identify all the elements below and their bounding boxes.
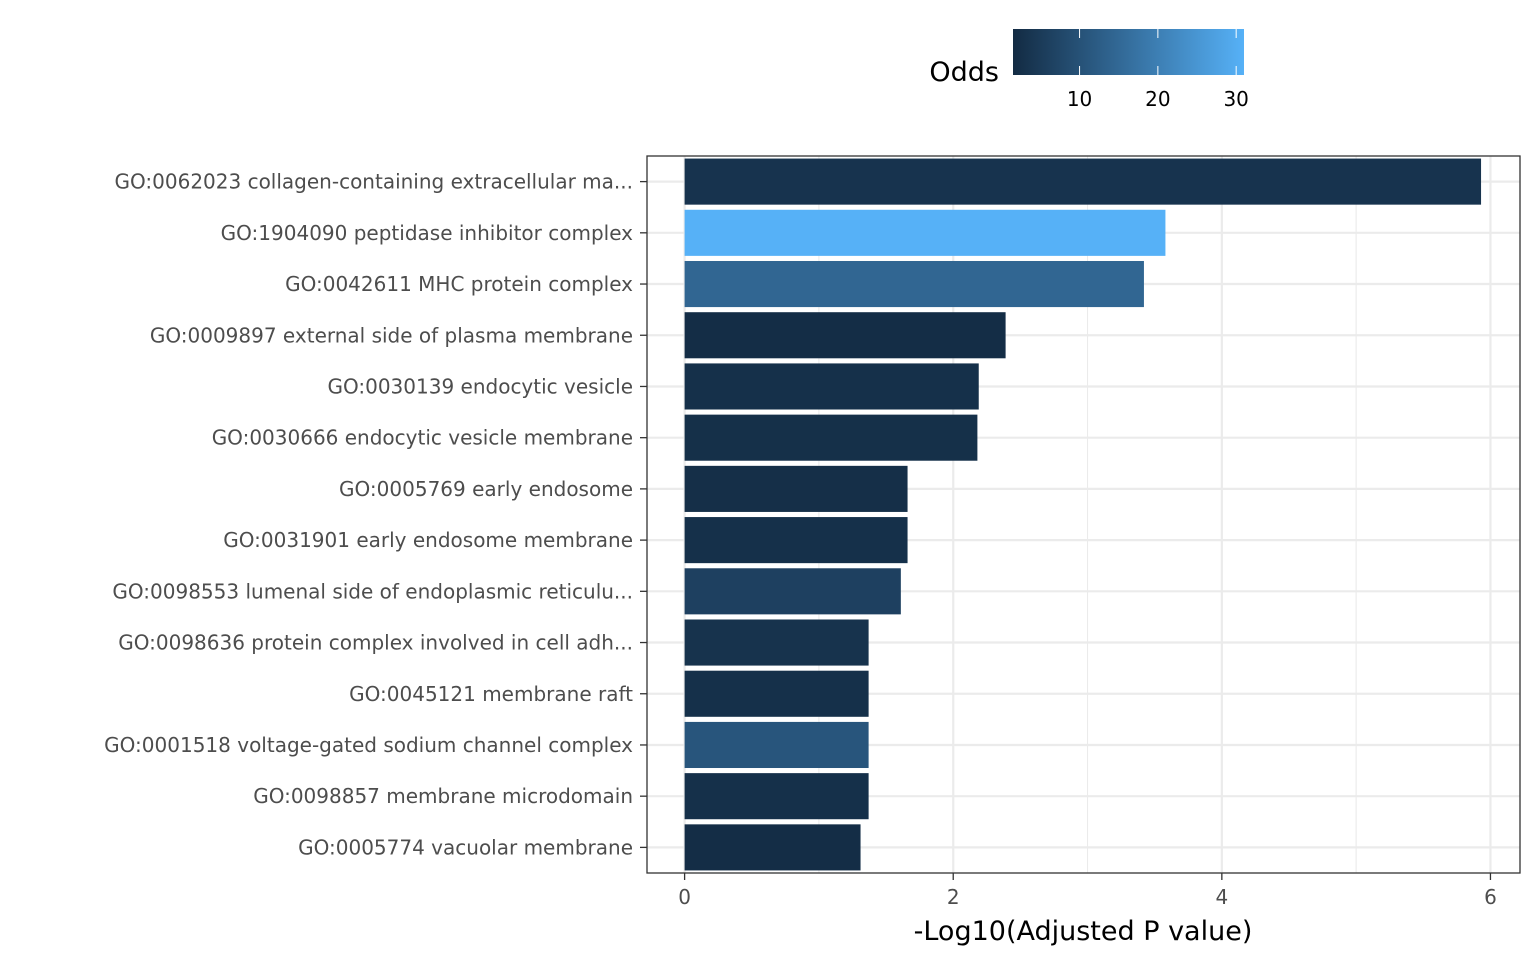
x-axis-ticks: 0 2 4 6 xyxy=(678,873,1497,909)
x-tick-label: 2 xyxy=(947,885,960,909)
category-labels: GO:0062023 collagen-containing extracell… xyxy=(104,170,647,859)
category-label: GO:0098857 membrane microdomain xyxy=(253,784,633,808)
legend-colorbar xyxy=(1013,29,1244,75)
category-label: GO:0098553 lumenal side of endoplasmic r… xyxy=(112,579,633,603)
category-label: GO:0042611 MHC protein complex xyxy=(285,272,633,296)
bar xyxy=(684,773,869,820)
category-label: GO:0001518 voltage-gated sodium channel … xyxy=(104,733,633,757)
bar xyxy=(684,721,869,769)
category-label: GO:1904090 peptidase inhibitor complex xyxy=(221,221,633,245)
odds-legend: Odds 10 20 30 xyxy=(929,29,1249,111)
category-label: GO:0005769 early endosome xyxy=(339,477,633,501)
category-label: GO:0045121 membrane raft xyxy=(349,682,633,706)
panel-border xyxy=(646,155,1521,874)
legend-tick-label: 30 xyxy=(1223,87,1248,111)
category-label: GO:0005774 vacuolar membrane xyxy=(298,835,633,859)
bar xyxy=(684,209,1166,256)
category-label: GO:0030139 endocytic vesicle xyxy=(327,374,633,398)
legend-tick-label: 10 xyxy=(1067,87,1092,111)
category-label: GO:0009897 external side of plasma membr… xyxy=(150,323,633,347)
category-label: GO:0031901 early endosome membrane xyxy=(223,528,633,552)
bar xyxy=(684,670,869,717)
bar xyxy=(684,619,869,666)
legend-title: Odds xyxy=(929,57,999,88)
category-label: GO:0098636 protein complex involved in c… xyxy=(118,631,633,655)
x-tick-label: 0 xyxy=(678,885,691,909)
x-tick-label: 4 xyxy=(1215,885,1228,909)
bar xyxy=(684,517,908,564)
bar xyxy=(684,260,1144,308)
bar xyxy=(684,824,861,871)
x-axis-title: -Log10(Adjusted P value) xyxy=(914,916,1253,947)
legend-ticks: 10 20 30 xyxy=(1067,29,1249,111)
x-tick-label: 6 xyxy=(1484,885,1497,909)
bar xyxy=(684,158,1482,205)
bar xyxy=(684,312,1006,359)
bar xyxy=(684,568,901,615)
category-label: GO:0062023 collagen-containing extracell… xyxy=(115,170,633,194)
bar xyxy=(684,414,978,461)
bar xyxy=(684,363,979,410)
bar xyxy=(684,465,908,512)
bars xyxy=(684,158,1482,871)
category-label: GO:0030666 endocytic vesicle membrane xyxy=(212,426,633,450)
legend-tick-label: 20 xyxy=(1145,87,1170,111)
